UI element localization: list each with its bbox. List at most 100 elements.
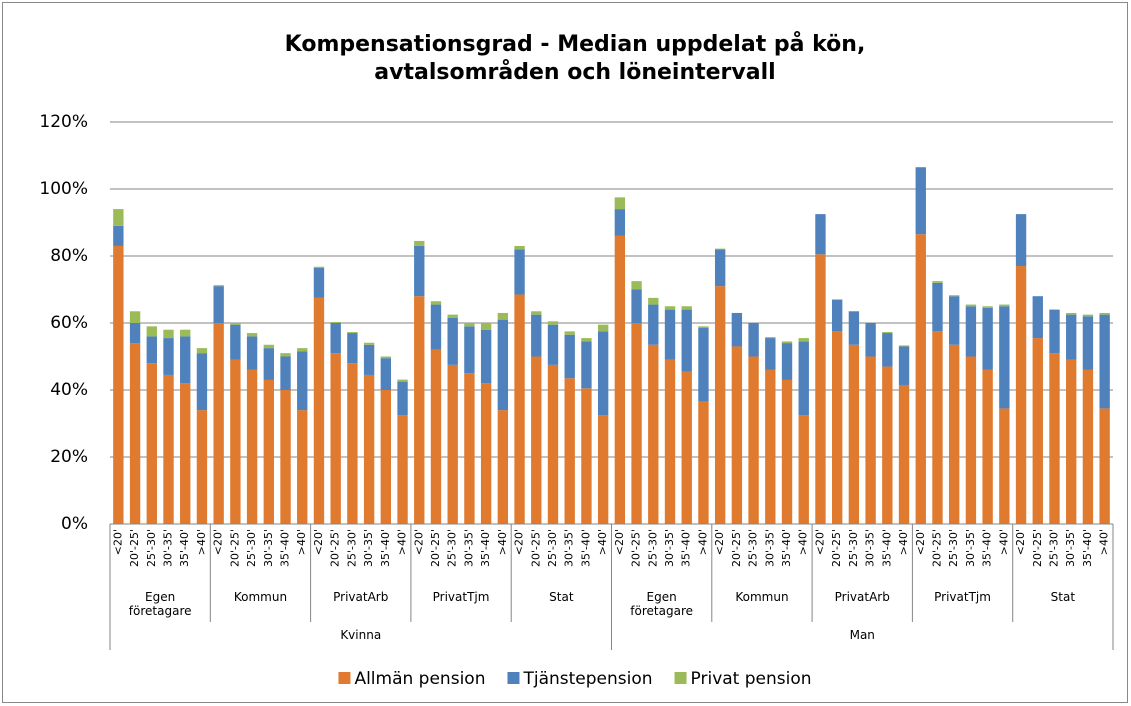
x-tick-label: 30'-35'	[362, 529, 375, 567]
legend-swatch	[507, 672, 520, 684]
bar-segment	[1082, 369, 1094, 524]
x-tick-label: 25'-30'	[245, 529, 258, 567]
x-tick-label: 35'-40'	[780, 529, 793, 567]
bar-segment	[982, 369, 993, 524]
bar-segment	[146, 336, 157, 364]
bar-segment	[280, 356, 291, 390]
bar-segment	[898, 384, 910, 524]
bar-segment	[531, 314, 542, 357]
bar-segment	[363, 374, 375, 524]
bar-segment	[614, 197, 626, 210]
bar-segment	[480, 323, 492, 330]
bar-segment	[681, 371, 692, 524]
bar-segment	[113, 225, 124, 246]
x-tick-label: >40'	[997, 529, 1010, 555]
x-tick-label: 20'-25'	[630, 529, 643, 567]
bar-segment	[564, 331, 575, 335]
bar-segment	[932, 282, 943, 332]
bar-segment	[380, 356, 392, 359]
bar-segment	[965, 356, 977, 524]
bar-segment	[230, 324, 241, 360]
bar-segment	[414, 245, 425, 297]
bar-segment	[414, 240, 425, 246]
bar-segment	[681, 309, 692, 372]
bar-segment	[129, 323, 141, 344]
bar-segment	[965, 304, 977, 307]
bar-segment	[531, 311, 542, 315]
x-tick-label: <20'	[914, 529, 927, 555]
bar-segment	[280, 353, 291, 357]
bar-segment	[564, 334, 575, 379]
bar-segment	[464, 373, 475, 524]
bar-segment	[547, 324, 559, 365]
x-tick-label: 25'-30'	[847, 529, 860, 567]
bar-segment	[330, 323, 341, 354]
bar-segment	[213, 286, 224, 323]
y-tick-label: 60%	[50, 313, 88, 333]
x-tick-label: 20'-25'	[228, 529, 241, 567]
y-tick-label: 100%	[39, 179, 88, 199]
bar-segment	[497, 410, 509, 524]
x-tick-label: 25'-30'	[446, 529, 459, 567]
bar-segment	[748, 323, 759, 357]
bar-segment	[213, 285, 224, 287]
bar-segment	[497, 319, 509, 411]
bar-segment	[397, 381, 408, 416]
bar-segment	[347, 363, 358, 524]
x-tick-label: 20'-25'	[930, 529, 943, 567]
bar-segment	[898, 346, 910, 385]
bar-segment	[614, 209, 626, 236]
bar-segment	[297, 351, 308, 411]
bar-segment	[129, 311, 141, 323]
bar-segment	[313, 267, 325, 298]
bar-segment	[313, 266, 325, 268]
bar-segment	[180, 383, 191, 524]
bar-segment	[1099, 312, 1110, 315]
bar-segment	[213, 323, 224, 524]
bar-segment	[1066, 359, 1077, 524]
bar-segment	[480, 329, 492, 384]
bar-segment	[698, 326, 709, 329]
bar-segment	[146, 363, 157, 524]
bar-segment	[781, 379, 793, 524]
bar-segment	[664, 306, 676, 310]
bar-segment	[714, 249, 726, 287]
bar-segment	[163, 338, 174, 375]
category-group-label: PrivatTjm	[432, 590, 490, 604]
bar-segment	[113, 209, 124, 226]
bar-segment	[297, 348, 308, 352]
bar-segment	[731, 346, 743, 524]
legend-item: Tjänstepension	[507, 669, 653, 689]
bar-segment	[1032, 338, 1043, 524]
x-tick-label: 30'-35'	[763, 529, 776, 567]
bar-segment	[414, 296, 425, 524]
bar-segment	[480, 383, 492, 524]
bar-segment	[514, 294, 525, 524]
bar-segment	[781, 341, 793, 344]
y-tick-label: 0%	[61, 514, 88, 534]
category-group-label: Stat	[549, 590, 574, 604]
category-group-label: PrivatArb	[834, 590, 890, 604]
bar-segment	[113, 245, 124, 524]
bar-segment	[631, 281, 642, 290]
x-tick-label: 35'-40'	[880, 529, 893, 567]
bar-segment	[815, 214, 826, 255]
bar-segment	[1099, 314, 1110, 409]
x-tick-label: 30'-35'	[262, 529, 275, 567]
bar-segment	[1082, 314, 1094, 317]
bar-segment	[447, 317, 458, 365]
legend-item: Allmän pension	[338, 669, 485, 689]
bar-segment	[230, 323, 241, 325]
x-tick-label: 30'-35'	[864, 529, 877, 567]
bar-segment	[397, 415, 408, 524]
legend-swatch	[674, 672, 687, 684]
bar-segment	[547, 321, 559, 325]
bar-segment	[129, 343, 141, 524]
bar-segment	[363, 342, 375, 345]
x-tick-label: >40'	[696, 529, 709, 555]
bar-segment	[765, 337, 776, 339]
x-tick-label: <20'	[312, 529, 325, 555]
x-tick-label: >40'	[195, 529, 208, 555]
bar-segment	[949, 296, 960, 345]
